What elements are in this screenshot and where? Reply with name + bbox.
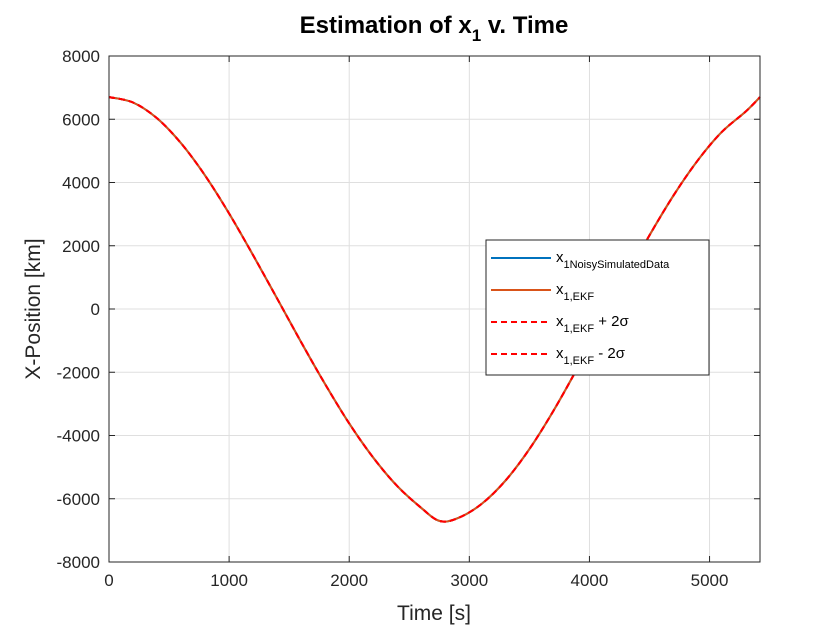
legend-name: x <box>556 345 564 362</box>
title-subscript: 1 <box>472 26 481 45</box>
y-tick-label: -8000 <box>57 553 100 572</box>
x-tick-label: 4000 <box>571 571 609 590</box>
y-tick-label: 2000 <box>62 237 100 256</box>
legend-entry-4: x1,EKF - 2σ <box>556 345 626 367</box>
legend-subscript: 1,EKF <box>564 291 595 303</box>
series-line-2 <box>108 96 761 523</box>
y-tick-label: -2000 <box>57 363 100 382</box>
y-tick-label: 6000 <box>62 110 100 129</box>
title-suffix: v. Time <box>481 12 568 39</box>
legend-name: x <box>556 249 564 266</box>
y-tick-label: -6000 <box>57 490 100 509</box>
y-tick-label: 4000 <box>62 174 100 193</box>
x-tick-label: 3000 <box>450 571 488 590</box>
legend-suffix: - 2σ <box>594 345 626 362</box>
y-ticks: -8000 -6000 -4000 -2000 0 2000 4000 6000 8000 <box>57 47 760 572</box>
legend-name: x <box>556 281 564 298</box>
x-axis-label: Time [s] <box>397 602 471 625</box>
x-tick-label: 1000 <box>210 571 248 590</box>
x-tick-label: 0 <box>104 571 113 590</box>
legend-box <box>485 239 710 376</box>
legend-entry-1: x1NoisySimulatedData <box>556 249 670 271</box>
legend-subscript: 1NoisySimulatedData <box>564 259 671 271</box>
series-layer <box>108 96 761 523</box>
y-tick-label: 0 <box>91 300 100 319</box>
legend-entry-2: x1,EKF <box>556 281 594 303</box>
y-axis-label: X-Position [km] <box>22 238 45 379</box>
legend-subscript: 1,EKF <box>564 355 595 367</box>
y-tick-label: -4000 <box>57 427 100 446</box>
title-main: Estimation of x <box>300 12 473 39</box>
legend-name: x <box>556 313 564 330</box>
x-ticks: 0 1000 2000 3000 4000 5000 <box>104 56 728 590</box>
x-tick-label: 2000 <box>330 571 368 590</box>
legend-suffix: + 2σ <box>594 313 629 330</box>
y-tick-label: 8000 <box>62 47 100 66</box>
x-tick-label: 5000 <box>691 571 729 590</box>
chart-title: Estimation of x1 v. Time <box>300 12 569 45</box>
legend-subscript: 1,EKF <box>564 323 595 335</box>
legend-entry-3: x1,EKF + 2σ <box>556 313 630 335</box>
